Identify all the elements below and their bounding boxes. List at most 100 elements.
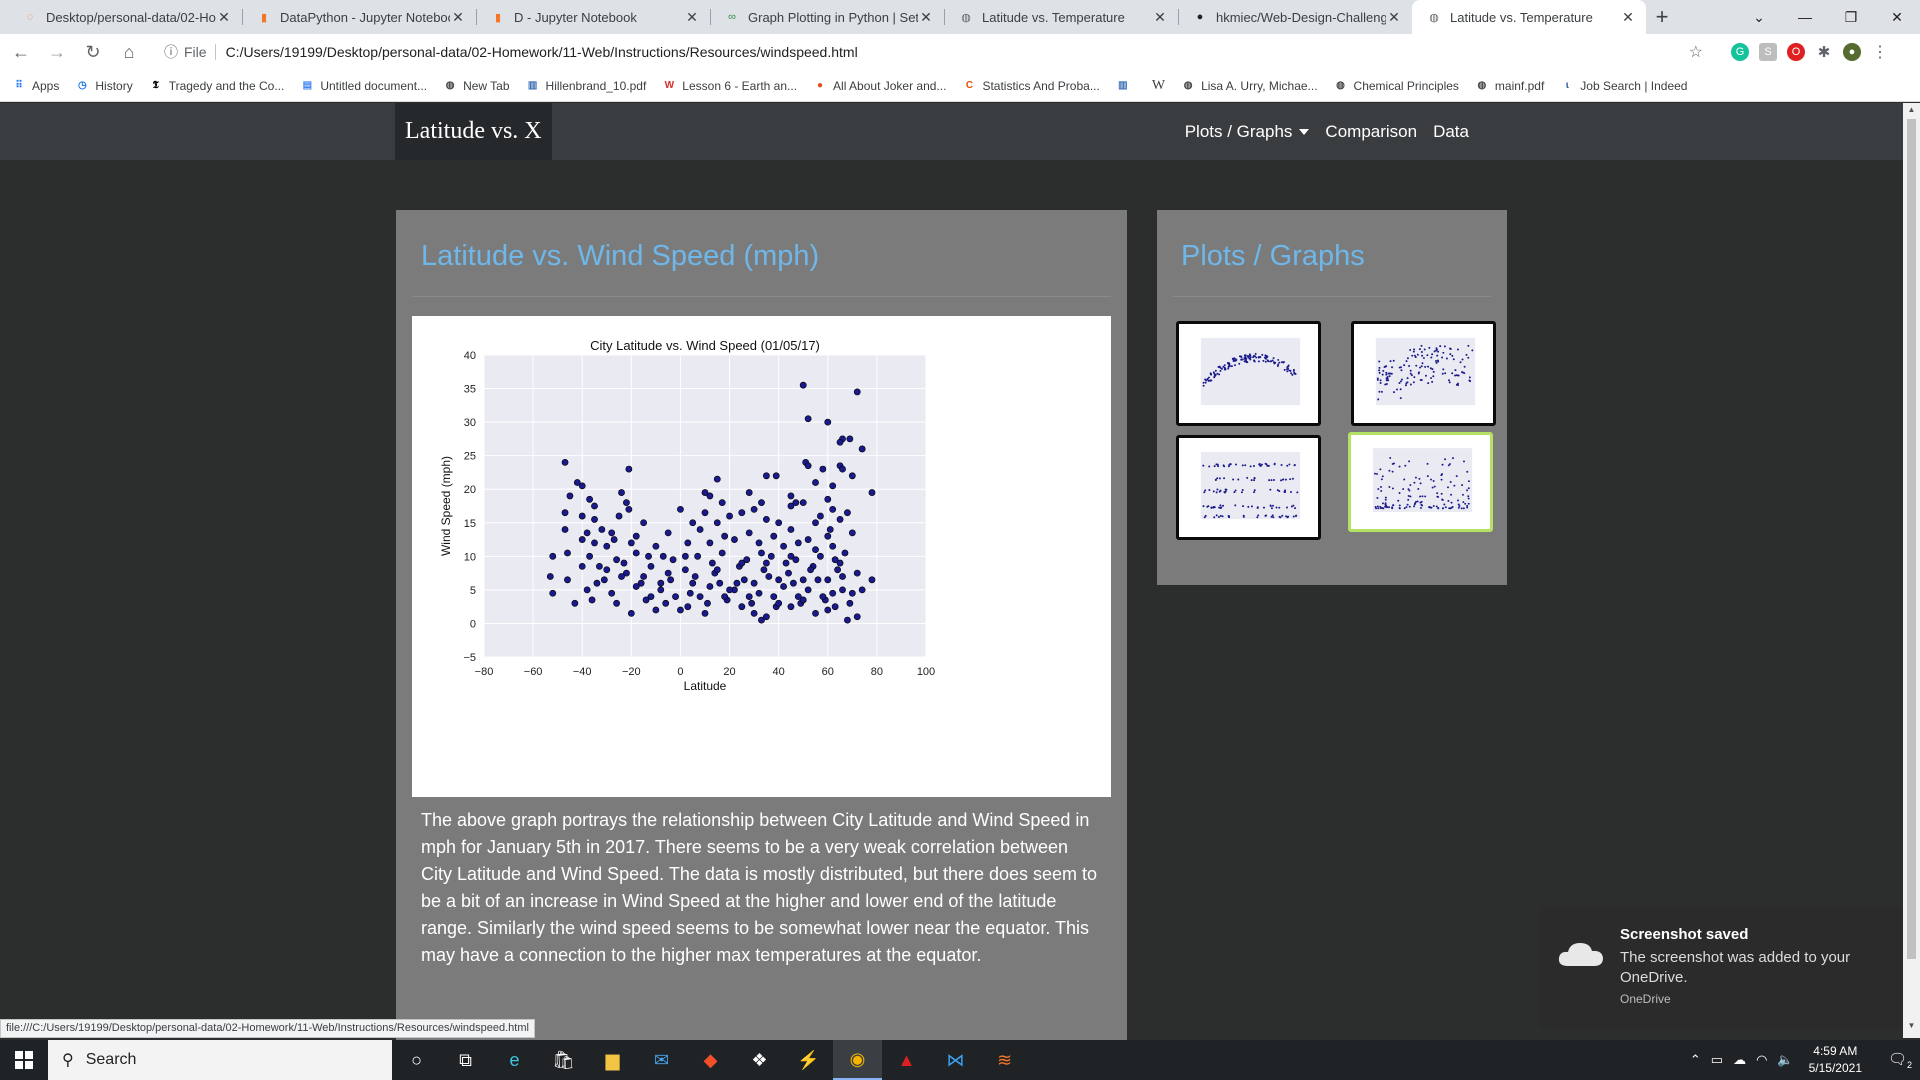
home-button[interactable]: ⌂: [123, 41, 135, 62]
tab-search-icon[interactable]: ⌄: [1753, 8, 1765, 25]
scroll-up-arrow-icon[interactable]: ▲: [1907, 105, 1916, 114]
tab-close-icon[interactable]: ✕: [1622, 8, 1634, 25]
jupyter-icon[interactable]: ≋: [996, 1049, 1013, 1070]
thumbnail-point: [1210, 506, 1213, 509]
thumb-max-temp[interactable]: [1176, 321, 1321, 426]
url-text[interactable]: C:/Users/19199/Desktop/personal-data/02-…: [225, 44, 858, 60]
store-icon[interactable]: 🛍: [552, 1049, 575, 1070]
thumbnail-point: [1266, 464, 1269, 467]
browser-tab[interactable]: ▮ D - Jupyter Notebook ✕: [476, 0, 710, 34]
browser-tab[interactable]: ◍ Latitude vs. Temperature ✕: [944, 0, 1178, 34]
tray-chevron-icon[interactable]: ⌃: [1689, 1052, 1701, 1067]
bookmark-item[interactable]: ɩ Job Search | Indeed: [1560, 79, 1688, 93]
bookmark-item[interactable]: W: [1152, 78, 1165, 94]
forward-button[interactable]: →: [48, 41, 66, 62]
volume-icon[interactable]: 🔈: [1777, 1052, 1794, 1067]
nav-comparison-link[interactable]: Comparison: [1325, 121, 1418, 141]
minimize-button[interactable]: —: [1798, 9, 1812, 25]
bookmark-item[interactable]: ▤ Untitled document...: [300, 79, 427, 93]
bookmark-item[interactable]: ▥: [1116, 79, 1136, 93]
tab-close-icon[interactable]: ✕: [1388, 8, 1400, 25]
nav-plots-dropdown[interactable]: Plots / Graphs: [1185, 122, 1310, 142]
thumbnail-point: [1227, 367, 1230, 370]
restore-button[interactable]: ❐: [1844, 8, 1858, 25]
scroll-down-arrow-icon[interactable]: ▼: [1907, 1021, 1916, 1030]
browser-tab[interactable]: ▮ DataPython - Jupyter Notebook ✕: [242, 0, 476, 34]
profile-avatar[interactable]: ●: [1843, 43, 1861, 61]
bookmark-item[interactable]: ● All About Joker and...: [813, 79, 946, 93]
browser-tab[interactable]: ● hkmiec/Web-Design-Challenge ✕: [1178, 0, 1412, 34]
tab-close-icon[interactable]: ✕: [218, 8, 230, 25]
taskbar-search[interactable]: ⚲ Search: [48, 1040, 392, 1080]
mail-icon[interactable]: ✉: [653, 1049, 670, 1070]
chrome-icon[interactable]: ◉: [833, 1040, 882, 1080]
browser-tab[interactable]: ∞ Graph Plotting in Python | Set 1 ✕: [710, 0, 944, 34]
onedrive-toast[interactable]: Screenshot saved The screenshot was adde…: [1540, 906, 1903, 1028]
thumbnail-point: [1420, 379, 1423, 382]
site-info-icon[interactable]: ⓘ: [164, 44, 178, 60]
tab-close-icon[interactable]: ✕: [452, 8, 464, 25]
adblock-icon[interactable]: O: [1787, 43, 1805, 61]
terminal-icon[interactable]: ⚡: [797, 1049, 820, 1070]
start-button[interactable]: [0, 1040, 48, 1080]
page-scrollbar[interactable]: ▲ ▼: [1903, 103, 1920, 1038]
browser-tab[interactable]: ◍ Latitude vs. Temperature ✕: [1412, 0, 1646, 34]
chrome-menu-icon[interactable]: ⋮: [1872, 44, 1888, 61]
tab-close-icon[interactable]: ✕: [686, 8, 698, 25]
cortana-icon[interactable]: ○: [411, 1049, 422, 1070]
bookmark-item[interactable]: ◍ Chemical Principles: [1334, 79, 1459, 93]
tab-close-icon[interactable]: ✕: [920, 8, 932, 25]
tab-title: D - Jupyter Notebook: [514, 9, 637, 25]
clock[interactable]: 4:59 AM 5/15/2021: [1809, 1043, 1862, 1077]
tab-close-icon[interactable]: ✕: [1154, 8, 1166, 25]
dropbox-icon[interactable]: ❖: [751, 1049, 768, 1070]
notification-count: 2: [1907, 1060, 1913, 1070]
data-point: [745, 593, 753, 600]
bookmark-item[interactable]: ⠿ Apps: [12, 79, 59, 93]
new-tab-button[interactable]: +: [1655, 4, 1669, 29]
thumb-wind-speed[interactable]: [1348, 432, 1493, 532]
bookmark-item[interactable]: C Statistics And Proba...: [962, 79, 1100, 93]
thumbnail-point: [1227, 465, 1230, 468]
data-point: [755, 539, 763, 547]
site-brand[interactable]: Latitude vs. X: [395, 103, 552, 160]
thumbnail-point: [1466, 506, 1469, 509]
task-view-icon[interactable]: ⧉: [459, 1049, 472, 1070]
grammarly-icon[interactable]: G: [1731, 43, 1749, 61]
scrollbar-thumb[interactable]: [1907, 119, 1916, 959]
wifi-icon[interactable]: ◠: [1756, 1052, 1768, 1067]
bookmark-item[interactable]: ◍ Lisa A. Urry, Michae...: [1181, 79, 1318, 93]
thumbnail-point: [1377, 488, 1380, 490]
onedrive-tray-icon[interactable]: ☁: [1733, 1052, 1747, 1067]
notification-center-icon[interactable]: 🗨2: [1887, 1051, 1913, 1070]
bookmark-item[interactable]: ◍ New Tab: [443, 79, 510, 93]
back-button[interactable]: ←: [12, 41, 30, 62]
address-bar[interactable]: ⓘ File C:/Users/19199/Desktop/personal-d…: [158, 38, 1715, 66]
reload-button[interactable]: ↻: [85, 41, 101, 62]
close-window-button[interactable]: ✕: [1891, 8, 1903, 25]
puzzle-extensions-icon[interactable]: ✱: [1817, 44, 1831, 61]
thumbnail-point: [1419, 482, 1422, 485]
thumb-cloudiness[interactable]: [1176, 435, 1321, 540]
bookmark-item[interactable]: ◍ mainf.pdf: [1475, 79, 1545, 93]
bookmark-item[interactable]: W Lesson 6 - Earth an...: [662, 79, 797, 93]
nav-data-link[interactable]: Data: [1433, 121, 1469, 141]
data-point: [672, 593, 679, 600]
bookmark-star-icon[interactable]: ☆: [1688, 44, 1703, 61]
vscode-icon[interactable]: ⋈: [946, 1049, 965, 1070]
acrobat-icon[interactable]: ▲: [897, 1049, 916, 1070]
thumb-humidity[interactable]: [1351, 321, 1496, 426]
bookmark-item[interactable]: ▥ Hillenbrand_10.pdf: [526, 79, 646, 93]
bookmark-item[interactable]: ◷ History: [75, 79, 133, 93]
browser-tab[interactable]: ◌ Desktop/personal-data/02-Hom ✕: [8, 0, 242, 34]
file-explorer-icon[interactable]: ▆: [605, 1049, 620, 1070]
bookmark-item[interactable]: 𝕿 Tragedy and the Co...: [149, 79, 285, 93]
battery-icon[interactable]: ▭: [1710, 1052, 1724, 1067]
data-point: [750, 579, 758, 587]
thumbnail-point: [1406, 503, 1409, 506]
thumbnail-point: [1257, 514, 1260, 517]
extension-s-icon[interactable]: S: [1759, 43, 1777, 61]
git-icon[interactable]: ◆: [703, 1049, 718, 1070]
site-navbar: Latitude vs. X Plots / Graphs Comparison…: [0, 103, 1903, 160]
edge-icon[interactable]: e: [509, 1049, 520, 1070]
